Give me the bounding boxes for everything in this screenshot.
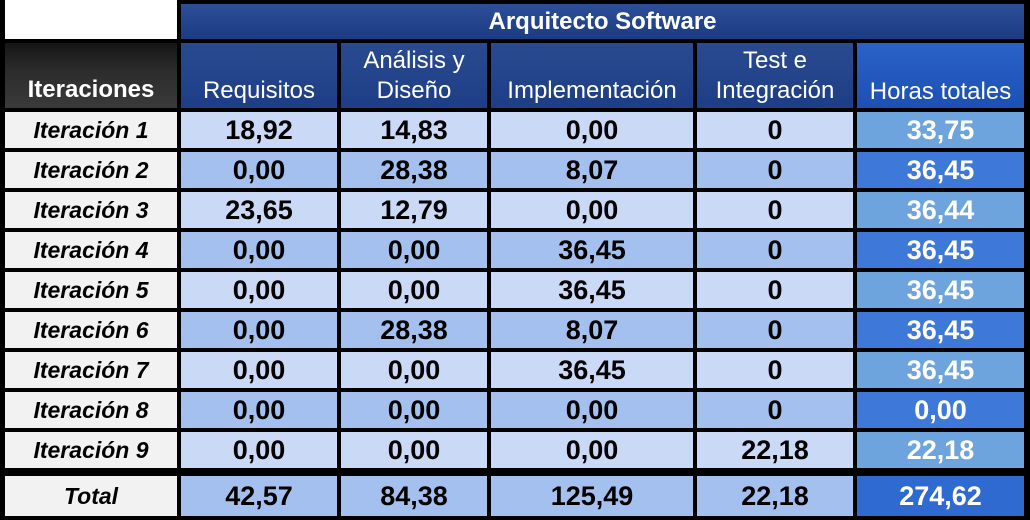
- grand-total-cell: 274,62: [857, 476, 1024, 516]
- row-total-cell: 0,00: [857, 392, 1024, 428]
- row-total-cell: 22,18: [857, 432, 1024, 468]
- table-cell: 0,00: [491, 192, 693, 228]
- row-label: Iteración 8: [5, 392, 177, 428]
- table-cell: 0,00: [181, 352, 337, 388]
- row-label: Iteración 1: [5, 112, 177, 148]
- header-test-integracion: Test e Integración: [697, 43, 853, 108]
- row-label: Iteración 7: [5, 352, 177, 388]
- header-analisis-diseno: Análisis y Diseño: [341, 43, 487, 108]
- table-title: Arquitecto Software: [181, 4, 1024, 39]
- row-label: Iteración 2: [5, 152, 177, 188]
- table-cell: 0,00: [181, 432, 337, 468]
- table-cell: 0: [697, 112, 853, 148]
- table-cell: 18,92: [181, 112, 337, 148]
- table-cell: 0: [697, 192, 853, 228]
- table-cell: 0,00: [181, 152, 337, 188]
- header-implementacion: Implementación: [491, 43, 693, 108]
- row-total-cell: 36,44: [857, 192, 1024, 228]
- total-cell: 84,38: [341, 476, 487, 516]
- table-cell: 23,65: [181, 192, 337, 228]
- corner-blank: [5, 0, 177, 39]
- table-cell: 0,00: [341, 352, 487, 388]
- table-cell: 0,00: [341, 432, 487, 468]
- row-total-cell: 36,45: [857, 352, 1024, 388]
- row-label: Iteración 4: [5, 232, 177, 268]
- row-total-cell: 36,45: [857, 272, 1024, 308]
- row-total-cell: 36,45: [857, 312, 1024, 348]
- table-cell: 36,45: [491, 352, 693, 388]
- total-cell: 42,57: [181, 476, 337, 516]
- table-cell: 0,00: [341, 392, 487, 428]
- table-cell: 0,00: [181, 392, 337, 428]
- total-cell: 125,49: [491, 476, 693, 516]
- table-cell: 8,07: [491, 312, 693, 348]
- row-total-cell: 36,45: [857, 232, 1024, 268]
- table-cell: 22,18: [697, 432, 853, 468]
- table-cell: 36,45: [491, 272, 693, 308]
- header-requisitos: Requisitos: [181, 43, 337, 108]
- table-cell: 0,00: [181, 232, 337, 268]
- row-label: Iteración 9: [5, 432, 177, 468]
- table-cell: 28,38: [341, 152, 487, 188]
- header-iteraciones: Iteraciones: [5, 43, 177, 108]
- table-cell: 0: [697, 312, 853, 348]
- row-label: Iteración 6: [5, 312, 177, 348]
- table-cell: 0,00: [491, 112, 693, 148]
- table-cell: 0,00: [341, 232, 487, 268]
- table-cell: 0: [697, 272, 853, 308]
- row-total-cell: 36,45: [857, 152, 1024, 188]
- table-cell: 8,07: [491, 152, 693, 188]
- table-cell: 0: [697, 352, 853, 388]
- table-cell: 0,00: [491, 392, 693, 428]
- header-horas-totales: Horas totales: [857, 43, 1024, 108]
- row-label: Iteración 3: [5, 192, 177, 228]
- total-label: Total: [5, 476, 177, 516]
- total-cell: 22,18: [697, 476, 853, 516]
- row-total-cell: 33,75: [857, 112, 1024, 148]
- table-cell: 0,00: [341, 272, 487, 308]
- table-cell: 12,79: [341, 192, 487, 228]
- row-label: Iteración 5: [5, 272, 177, 308]
- table-cell: 0,00: [181, 272, 337, 308]
- table-cell: 0,00: [181, 312, 337, 348]
- table-cell: 14,83: [341, 112, 487, 148]
- table-cell: 0: [697, 152, 853, 188]
- table-cell: 0,00: [491, 432, 693, 468]
- table-cell: 0: [697, 232, 853, 268]
- table-cell: 36,45: [491, 232, 693, 268]
- table-cell: 28,38: [341, 312, 487, 348]
- table-cell: 0: [697, 392, 853, 428]
